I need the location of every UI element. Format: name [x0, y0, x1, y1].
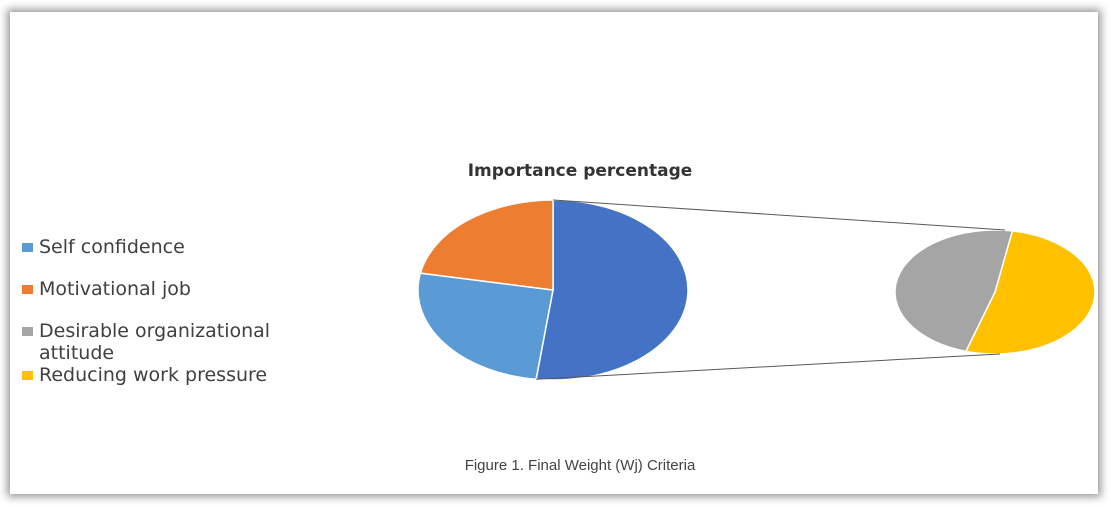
legend-entry: Motivational job [22, 278, 382, 300]
legend-entry: Self confidence [22, 236, 382, 258]
legend-label: Reducing work pressure [39, 364, 268, 386]
caption: Figure 1. Final Weight (Wj) Criteria [465, 457, 696, 474]
legend-swatch [22, 327, 33, 336]
pie-slice [964, 230, 1096, 355]
legend-label: Desirable organizational attitude [39, 320, 271, 364]
legend-swatch [22, 371, 33, 380]
legend: Self confidence Motivational job Desirable… [22, 236, 382, 406]
legend-label: Motivational job [39, 278, 191, 300]
pie-slice [419, 199, 554, 291]
legend-entry: Reducing work pressure [22, 364, 382, 386]
header-band [10, 12, 1098, 74]
legend-label: Self confidence [39, 236, 185, 258]
legend-swatch [22, 285, 33, 294]
pie-slice [535, 199, 689, 381]
legend-entry: Desirable organizational attitude [22, 320, 382, 364]
connector [536, 353, 1001, 380]
legend-swatch [22, 243, 33, 252]
connector [552, 199, 1006, 231]
pie-slice [417, 272, 554, 381]
pie-slice [894, 229, 1014, 353]
chart-title: Importance percentage [468, 161, 693, 181]
